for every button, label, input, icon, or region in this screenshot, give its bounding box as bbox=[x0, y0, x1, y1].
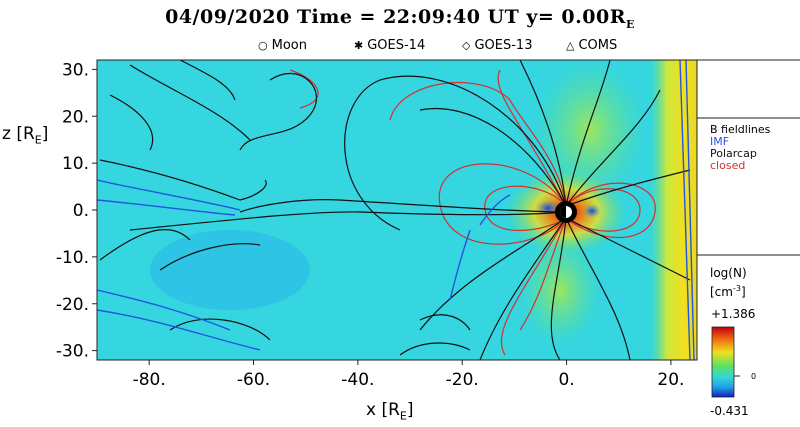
x-axis-ticks: -80. -60. -40. -20. 0. 20. bbox=[133, 360, 684, 390]
goes13-marker-icon: ◇ bbox=[462, 39, 471, 52]
colorbar bbox=[711, 326, 735, 398]
y-tick-label: 30. bbox=[62, 60, 89, 80]
legend-moon: ○ Moon bbox=[258, 38, 307, 53]
earth-nightside bbox=[560, 206, 566, 218]
fieldline-legend-closed: closed bbox=[710, 159, 746, 172]
moon-marker-icon: ○ bbox=[258, 39, 268, 52]
bow-shock-region bbox=[650, 60, 697, 360]
x-tick-label: -80. bbox=[133, 370, 166, 390]
x-tick-label: -40. bbox=[341, 370, 374, 390]
y-axis-ticks: 30. 20. 10. 0. -10. -20. -30. bbox=[56, 60, 97, 362]
fieldline-legend-imf: IMF bbox=[710, 135, 730, 148]
fieldline-legend-polarcap: Polarcap bbox=[710, 147, 757, 160]
dayside-density-lobe bbox=[535, 60, 645, 200]
chart-title: 04/09/2020 Time = 22:09:40 UT y= 0.00RE bbox=[165, 6, 635, 31]
colorbar-zero-label: 0 bbox=[751, 372, 757, 381]
legend-goes14: ✱ GOES-14 bbox=[354, 38, 426, 53]
fieldline-legend-title: B fieldlines bbox=[710, 123, 771, 136]
goes14-marker-icon: ✱ bbox=[354, 39, 364, 52]
legend-coms: △ COMS bbox=[566, 38, 618, 53]
y-tick-label: -20. bbox=[56, 295, 89, 315]
y-axis-label: z [RE] bbox=[2, 124, 49, 147]
colorbar-label: log(N) [cm-3] bbox=[710, 266, 747, 299]
y-tick-label: 10. bbox=[62, 154, 89, 174]
x-tick-label: -20. bbox=[446, 370, 479, 390]
colorbar-max-label: +1.386 bbox=[711, 307, 756, 321]
low-density-region bbox=[150, 230, 310, 310]
plot-area bbox=[97, 60, 697, 360]
y-tick-label: 0. bbox=[73, 201, 89, 221]
legend-goes13: ◇ GOES-13 bbox=[462, 38, 533, 53]
y-tick-label: -10. bbox=[56, 248, 89, 268]
x-tick-label: 0. bbox=[558, 370, 574, 390]
dayside-depletion bbox=[583, 204, 601, 218]
x-tick-label: 20. bbox=[657, 370, 684, 390]
fieldline-legend: B fieldlines IMF Polarcap closed bbox=[710, 124, 770, 172]
x-tick-label: -60. bbox=[237, 370, 270, 390]
imf-fieldlines bbox=[97, 60, 695, 360]
x-axis-label: x [RE] bbox=[366, 400, 414, 423]
y-tick-label: -30. bbox=[56, 342, 89, 362]
polarcap-fieldlines bbox=[99, 60, 691, 360]
y-tick-label: 20. bbox=[62, 107, 89, 127]
coms-marker-icon: △ bbox=[566, 39, 575, 52]
colorbar-min-label: -0.431 bbox=[710, 404, 749, 418]
